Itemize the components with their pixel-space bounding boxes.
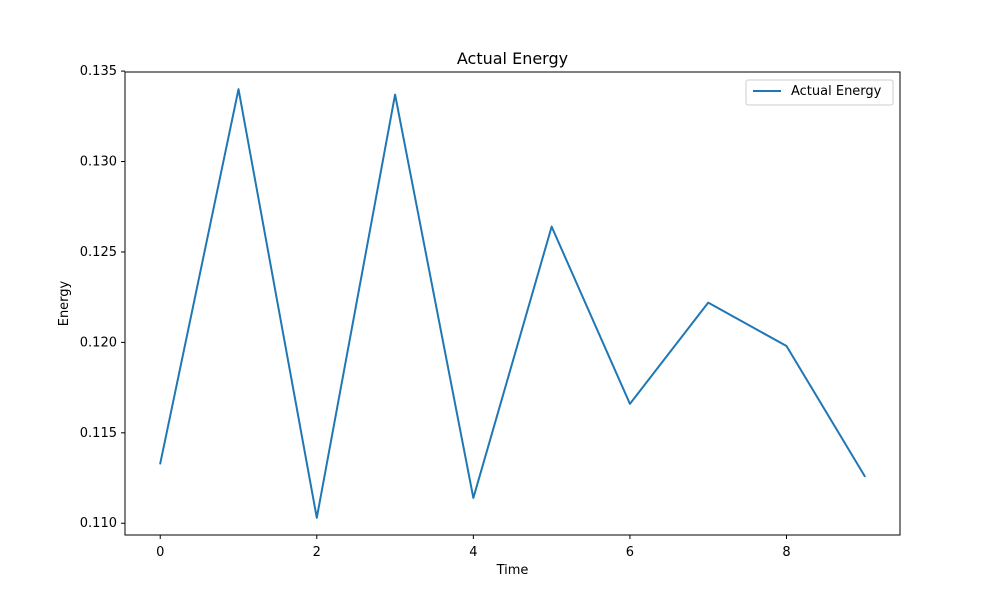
x-tick-label: 4: [469, 545, 477, 560]
x-tick-label: 0: [156, 545, 164, 560]
y-tick-label: 0.110: [80, 516, 117, 531]
plot-layer: [159, 88, 866, 519]
chart-title: Actual Energy: [457, 49, 568, 68]
x-tick-label: 6: [626, 545, 634, 560]
y-tick-label: 0.120: [80, 335, 117, 350]
y-axis-ticks: 0.110 0.115 0.120 0.125 0.130 0.135: [80, 64, 125, 531]
legend-label-actual-energy: Actual Energy: [791, 84, 882, 99]
y-tick-label: 0.125: [80, 245, 117, 260]
x-axis-title: Time: [496, 563, 529, 578]
y-axis-title: Energy: [57, 280, 72, 326]
y-tick-label: 0.135: [80, 64, 117, 79]
y-tick-label: 0.115: [80, 426, 117, 441]
x-tick-label: 2: [313, 545, 321, 560]
legend: Actual Energy: [745, 79, 894, 106]
axes-frame: [124, 71, 901, 536]
y-tick-label: 0.130: [80, 155, 117, 170]
x-axis-ticks: 0 2 4 6 8: [156, 535, 791, 560]
legend-box: [745, 79, 894, 106]
series-line-actual-energy: [159, 88, 866, 519]
x-tick-label: 8: [782, 545, 790, 560]
